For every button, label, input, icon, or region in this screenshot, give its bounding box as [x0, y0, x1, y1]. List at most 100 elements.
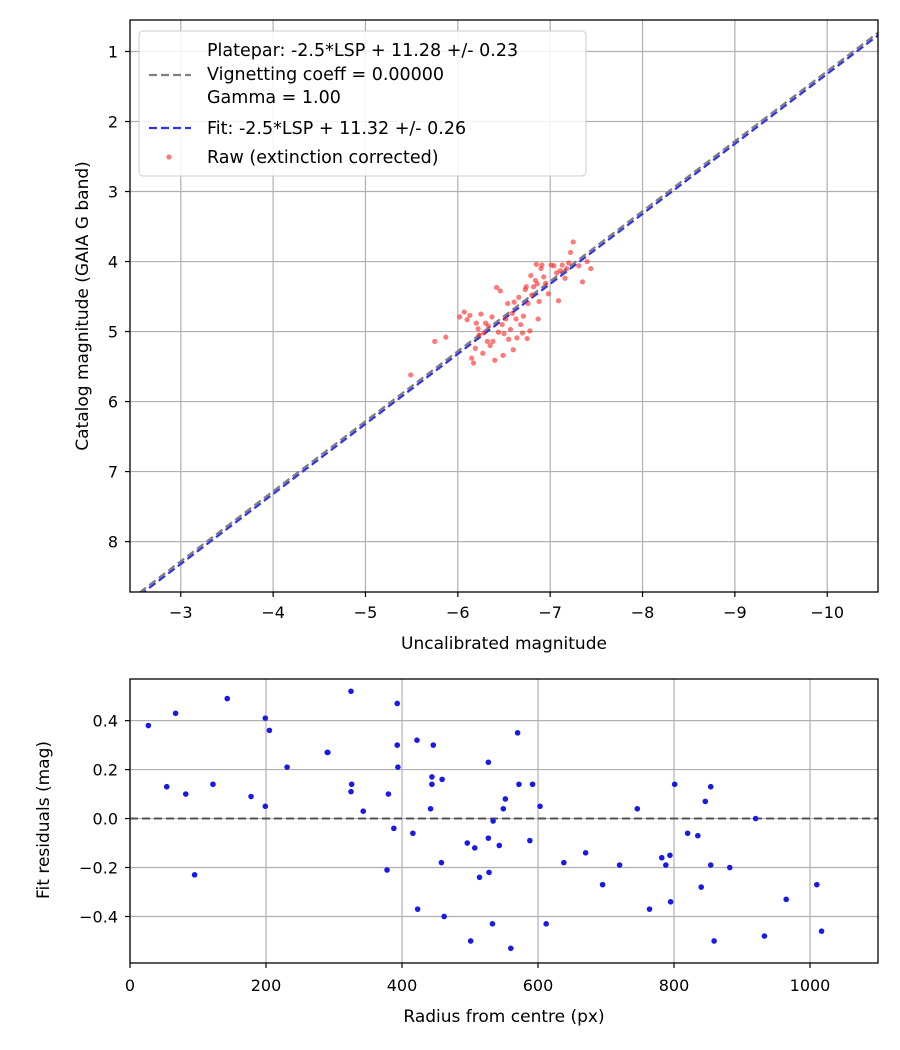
raw-point — [535, 316, 541, 322]
raw-point — [566, 260, 572, 266]
raw-point — [492, 357, 498, 363]
bottom-y-tick-label: −0.4 — [79, 907, 118, 926]
raw-point — [555, 298, 562, 304]
raw-point — [408, 372, 414, 378]
raw-point — [497, 288, 503, 294]
magnitude-calibration-plot: −3 −4 −5 −6 −7 −8 −9 −10 1 2 3 4 5 6 7 8 Uncalibrated m… — [73, 19, 879, 654]
raw-point — [457, 314, 463, 320]
raw-point — [501, 331, 507, 337]
raw-point — [503, 316, 509, 322]
top-raw-points — [408, 239, 594, 378]
residual-point — [410, 830, 416, 837]
top-x-tick-label: −6 — [446, 603, 470, 622]
raw-point — [525, 300, 531, 307]
top-plot-frame — [129, 19, 879, 593]
legend: Platepar: -2.5*LSP + 11.28 +/- 0.23 Vign… — [138, 30, 587, 177]
raw-point — [541, 274, 547, 280]
legend-entry-raw: Raw (extinction corrected) — [207, 148, 439, 168]
residual-point — [508, 945, 514, 952]
residual-point — [467, 938, 474, 944]
bottom-x-tick-label: 1000 — [790, 976, 831, 995]
raw-point — [464, 317, 470, 323]
bottom-x-tick-label: 200 — [251, 976, 282, 995]
residual-point — [414, 737, 420, 744]
residual-point — [391, 825, 397, 832]
residual-point — [490, 818, 496, 824]
top-x-axis-label: Uncalibrated magnitude — [401, 634, 607, 654]
top-y-tick-label: 7 — [108, 463, 118, 482]
residuals-plot: 0 200 400 600 800 1000 −0.4 −0.2 0.0 0.2 0.4 Radiu… — [34, 678, 879, 1027]
raw-point — [570, 239, 576, 245]
legend-entry-platepar: Platepar: -2.5*LSP + 11.28 +/- 0.23 — [207, 41, 518, 61]
raw-point — [567, 249, 574, 256]
raw-point — [530, 284, 537, 290]
bottom-y-tick-label: 0.4 — [93, 712, 118, 731]
raw-point — [484, 338, 490, 344]
bottom-y-tick-label: −0.2 — [79, 859, 118, 878]
residual-point — [224, 695, 231, 702]
residual-point — [529, 781, 536, 788]
bottom-plot-frame — [129, 678, 879, 964]
top-y-tick-label: 5 — [108, 323, 118, 342]
raw-point — [485, 323, 491, 329]
residual-point — [348, 788, 354, 795]
residual-point — [667, 898, 674, 905]
raw-point — [507, 326, 514, 333]
raw-point — [534, 281, 540, 287]
raw-point — [470, 360, 477, 366]
raw-point — [520, 313, 526, 319]
raw-point — [506, 336, 512, 342]
residual-point — [429, 774, 435, 780]
residual-point — [702, 798, 709, 805]
top-x-tick-label: −7 — [538, 603, 562, 622]
raw-point — [494, 284, 500, 291]
residual-point — [385, 791, 392, 797]
raw-point — [505, 300, 511, 307]
residual-point — [441, 913, 447, 920]
raw-point — [518, 321, 524, 328]
raw-point — [584, 258, 590, 265]
residual-point — [616, 862, 623, 868]
residual-point — [284, 764, 290, 770]
residual-point — [191, 872, 198, 878]
raw-point — [557, 268, 563, 274]
residual-point — [582, 850, 589, 856]
residual-point — [485, 835, 492, 841]
raw-point — [529, 292, 535, 298]
raw-point — [490, 338, 496, 344]
residual-point — [663, 862, 669, 868]
residual-point — [348, 688, 354, 695]
raw-point — [469, 355, 475, 361]
top-y-tick-label: 8 — [108, 533, 118, 552]
legend-entry-gamma: Gamma = 1.00 — [207, 88, 341, 108]
raw-point — [509, 310, 515, 316]
residual-point — [471, 845, 478, 851]
raw-point — [536, 298, 542, 305]
legend-box — [138, 30, 587, 177]
residual-point — [752, 815, 759, 822]
residual-point — [414, 906, 421, 912]
residual-point — [599, 881, 606, 888]
residual-point — [163, 783, 170, 790]
bottom-x-axis-label: Radius from centre (px) — [403, 1007, 604, 1027]
raw-point — [551, 263, 557, 269]
residual-point — [543, 921, 549, 927]
residual-point — [527, 837, 533, 844]
residual-point — [429, 781, 435, 788]
residual-point — [667, 852, 673, 859]
raw-point — [499, 321, 505, 328]
top-axis-ticks: −3 −4 −5 −6 −7 −8 −9 −10 1 2 3 4 5 6 7 8 — [108, 43, 844, 622]
residual-point — [439, 776, 445, 783]
residual-point — [698, 884, 704, 890]
raw-point — [443, 334, 449, 340]
raw-point — [527, 328, 533, 334]
raw-point — [514, 335, 520, 341]
residual-point — [394, 700, 401, 707]
bottom-x-tick-label: 0 — [125, 976, 135, 995]
raw-point — [500, 352, 506, 358]
raw-point — [481, 330, 487, 336]
raw-point — [588, 265, 594, 272]
top-x-tick-label: −5 — [354, 603, 378, 622]
residual-point — [514, 730, 521, 736]
raw-point — [528, 272, 534, 279]
